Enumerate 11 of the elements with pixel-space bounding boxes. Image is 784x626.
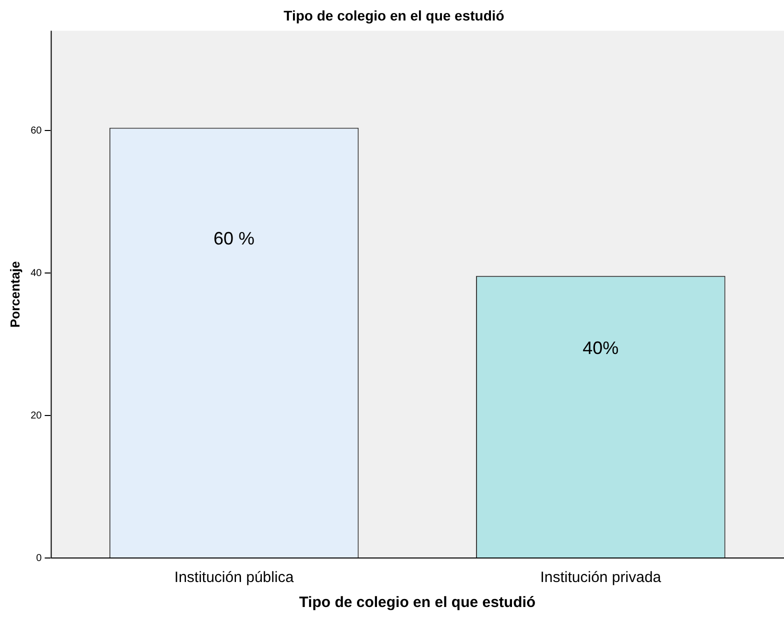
x-tick-label: Institución pública — [174, 569, 294, 586]
x-tick-label: Institución privada — [540, 569, 662, 586]
y-axis-title: Porcentaje — [7, 261, 22, 328]
y-tick-label: 60 — [30, 125, 42, 136]
y-tick-label: 20 — [30, 410, 42, 422]
data-label: 60 % — [214, 228, 255, 248]
chart-title: Tipo de colegio en el que estudió — [284, 7, 504, 24]
data-label: 40% — [582, 338, 619, 358]
y-tick-label: 40 — [30, 268, 42, 279]
y-tick-label: 0 — [36, 552, 42, 564]
x-axis-title: Tipo de colegio en el que estudió — [299, 594, 536, 612]
